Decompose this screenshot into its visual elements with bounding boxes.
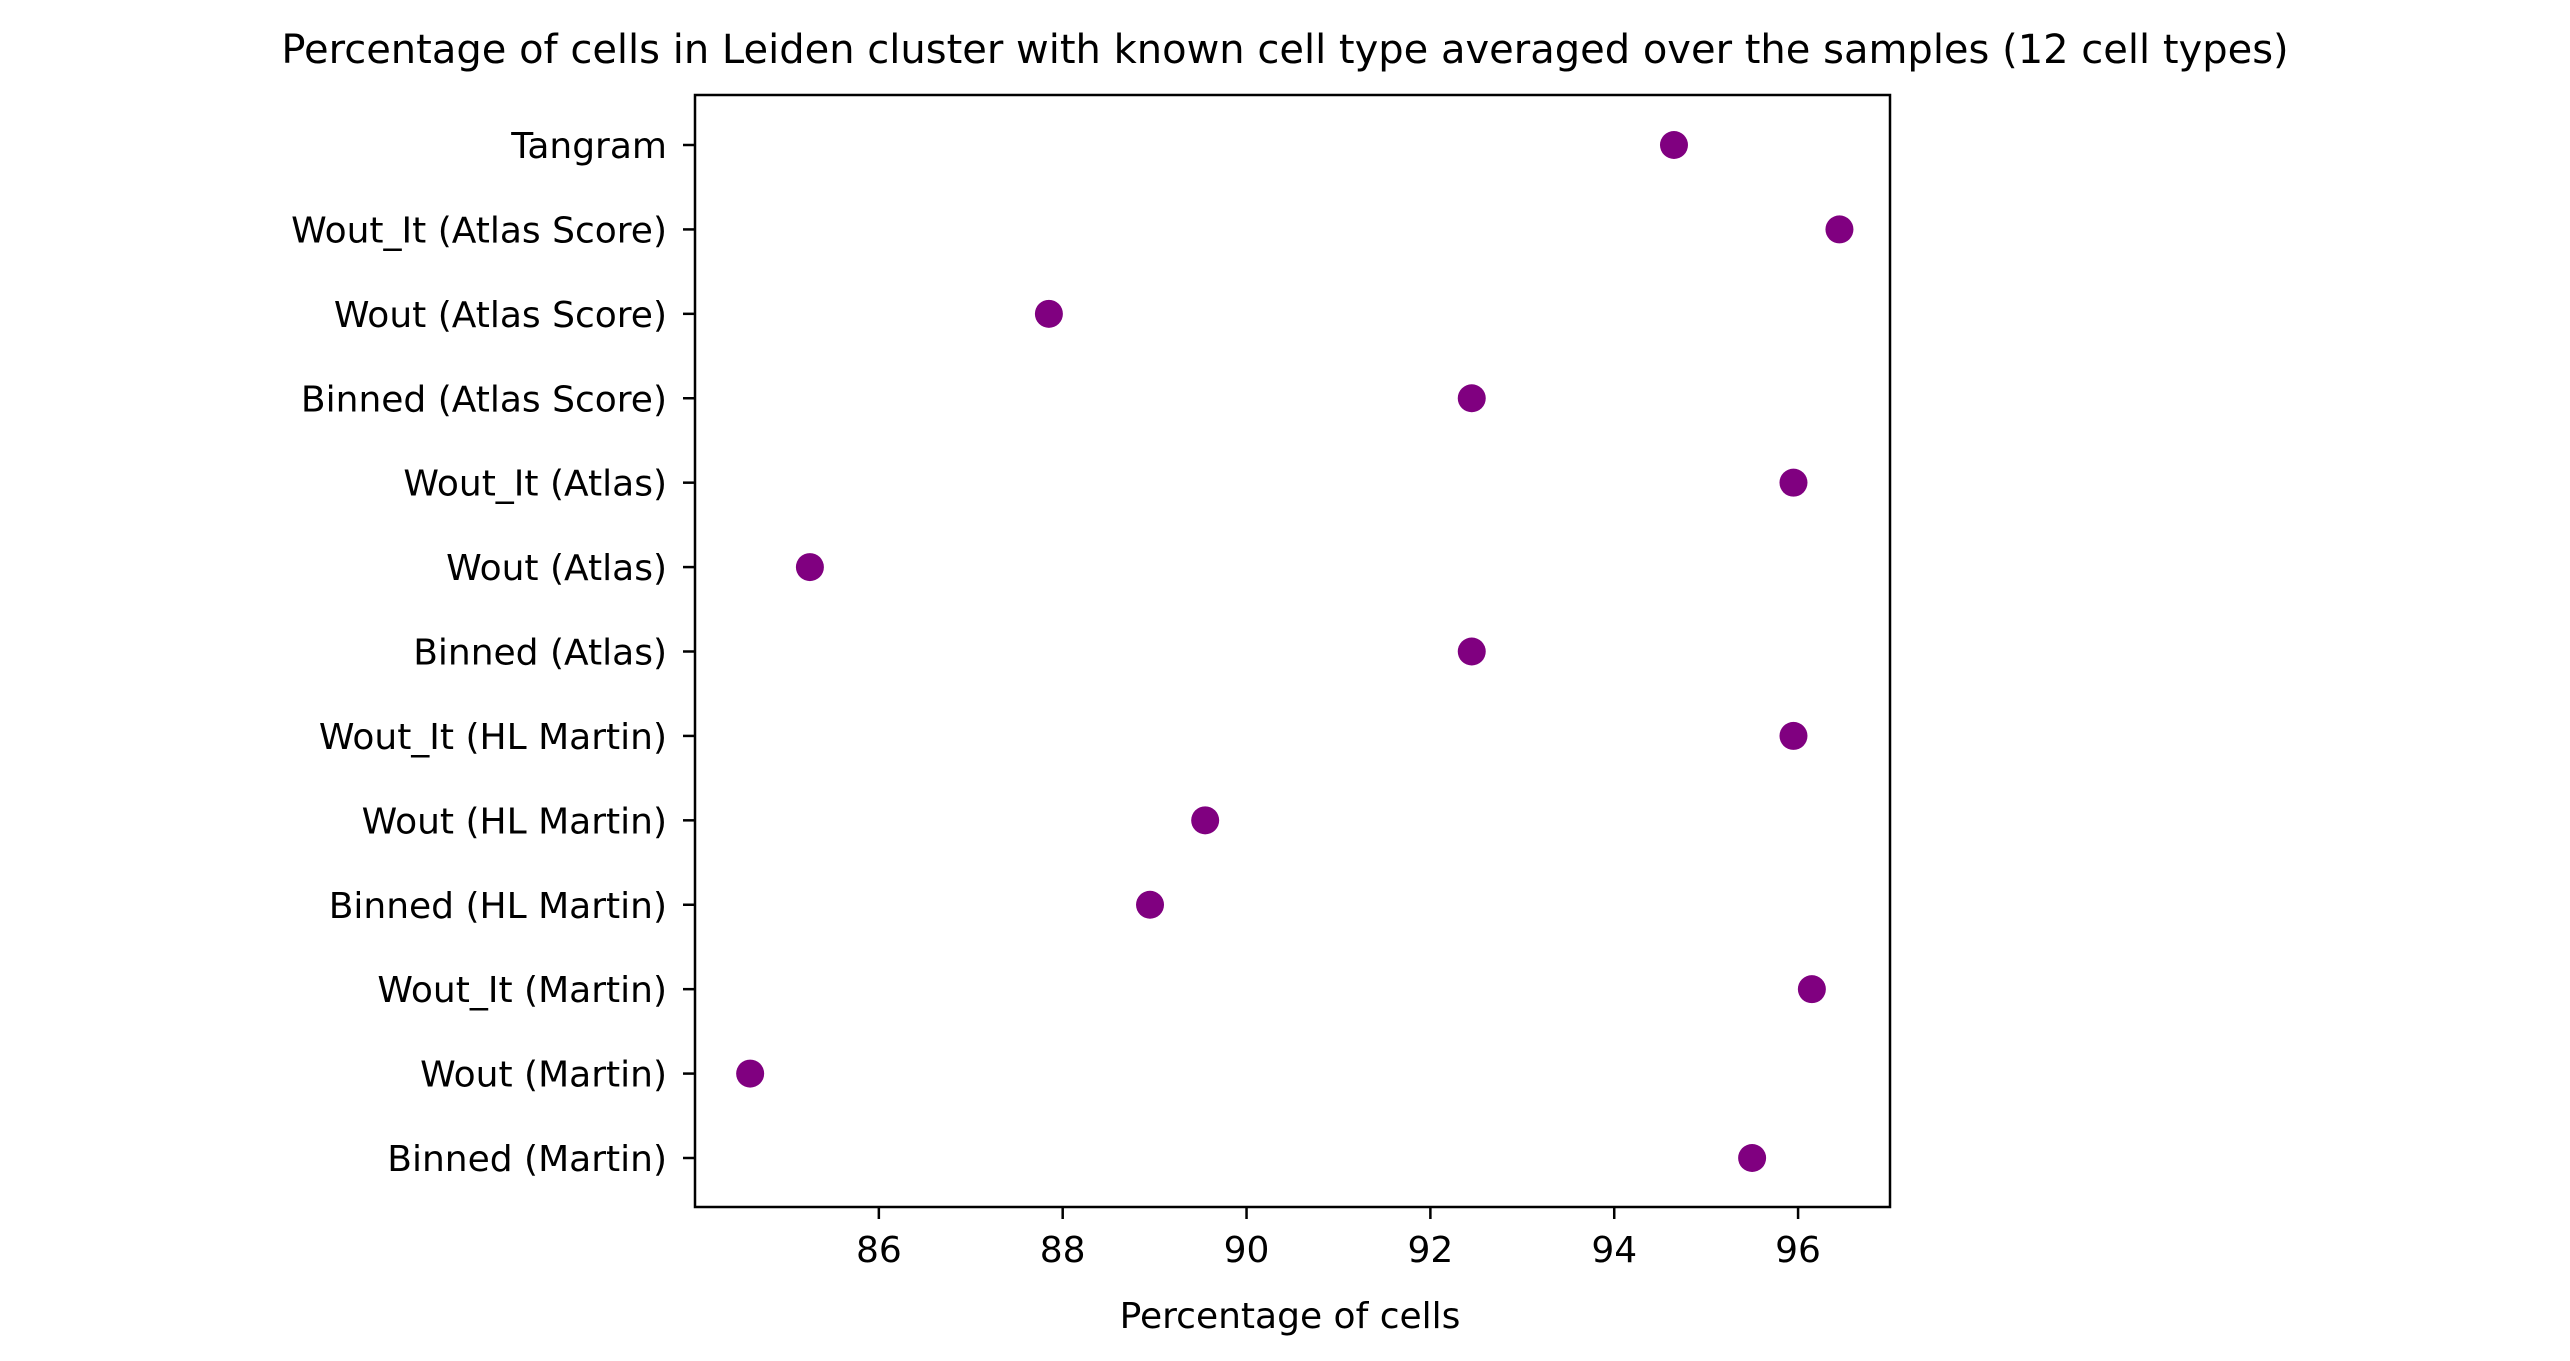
plot-area: 86 88 90 92 94 96 Binned (Martin) Wout (Martin)… [291,93,1892,1271]
y-tick-label: Wout (Martin) [420,1055,667,1096]
x-axis-label: Percentage of cells [1120,1296,1461,1337]
data-point [1191,806,1220,835]
y-tick-label: Wout_It (HL Martin) [319,717,667,758]
y-tick-label: Wout (HL Martin) [362,801,667,842]
data-point [795,553,824,582]
data-point [1779,721,1808,750]
data-point [1034,299,1063,328]
y-tick-label: Binned (HL Martin) [329,886,667,927]
data-point [1738,1144,1767,1172]
data-point [1136,890,1165,919]
chart-title: Percentage of cells in Leiden cluster wi… [281,27,2288,73]
y-tick-label: Binned (Atlas Score) [301,379,667,420]
data-point [1457,637,1486,666]
data-point [1457,384,1486,413]
x-tick-label: 90 [1224,1230,1270,1271]
y-tick-label: Tangram [510,126,667,167]
y-tick-label: Binned (Atlas) [413,633,667,674]
x-tick-label: 96 [1775,1230,1821,1271]
data-point [1779,468,1808,497]
data-point [1825,215,1854,244]
x-tick-label: 88 [1040,1230,1086,1271]
x-tick-label: 94 [1591,1230,1637,1271]
y-tick-label: Wout_It (Atlas Score) [291,210,667,251]
x-tick-label: 92 [1407,1230,1453,1271]
y-tick-label: Binned (Martin) [387,1139,667,1180]
y-tick-label: Wout (Atlas Score) [334,295,667,336]
plot-frame [693,93,1892,1209]
x-tick-label: 86 [856,1230,902,1271]
y-tick-label: Wout (Atlas) [446,548,667,589]
data-point [1797,975,1826,1004]
y-tick-label: Wout_It (Martin) [377,970,667,1011]
y-tick-label: Wout_It (Atlas) [403,464,667,505]
data-point [736,1059,765,1088]
data-point [1659,131,1688,159]
